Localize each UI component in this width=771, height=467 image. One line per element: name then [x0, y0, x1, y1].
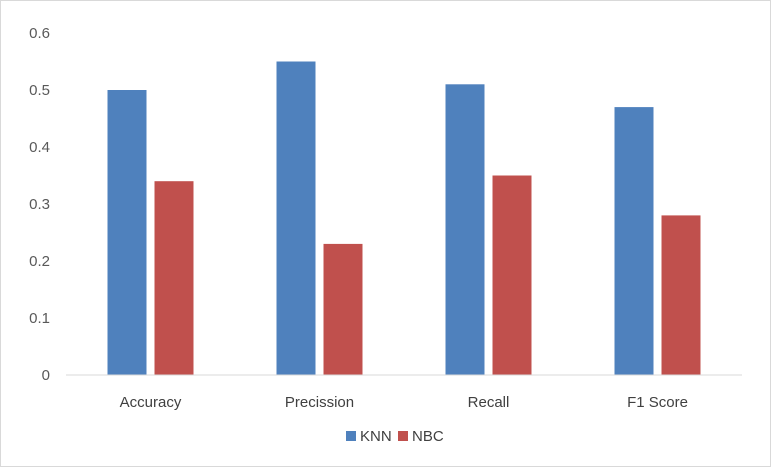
y-tick-label: 0.4 — [29, 139, 50, 156]
y-axis: 0 0.1 0.2 0.3 0.4 0.5 0.6 — [29, 25, 50, 384]
bar-nbc-recall — [492, 175, 532, 375]
y-tick-label: 0.2 — [29, 253, 50, 270]
bar-knn-precission — [276, 61, 316, 375]
x-tick-label: Recall — [468, 394, 510, 411]
bar-nbc-accuracy — [154, 181, 194, 375]
bar-knn-recall — [445, 84, 485, 376]
y-tick-label: 0.5 — [29, 82, 50, 99]
bar-knn-f1-score — [614, 107, 654, 375]
legend-swatch-knn — [346, 431, 356, 441]
legend: KNN NBC — [346, 428, 444, 445]
y-tick-label: 0 — [42, 367, 50, 384]
bar-nbc-precission — [323, 243, 363, 375]
bar-knn-accuracy — [107, 90, 147, 375]
y-tick-label: 0.3 — [29, 196, 50, 213]
legend-swatch-nbc — [398, 431, 408, 441]
plot-bars — [107, 61, 701, 376]
x-axis: Accuracy Precission Recall F1 Score — [120, 394, 688, 411]
x-tick-label: F1 Score — [627, 394, 688, 411]
legend-label-knn: KNN — [360, 428, 392, 445]
y-tick-label: 0.6 — [29, 25, 50, 42]
x-tick-label: Precission — [285, 394, 354, 411]
legend-label-nbc: NBC — [412, 428, 444, 445]
bar-nbc-f1-score — [661, 215, 701, 375]
y-tick-label: 0.1 — [29, 310, 50, 327]
x-tick-label: Accuracy — [120, 394, 182, 411]
